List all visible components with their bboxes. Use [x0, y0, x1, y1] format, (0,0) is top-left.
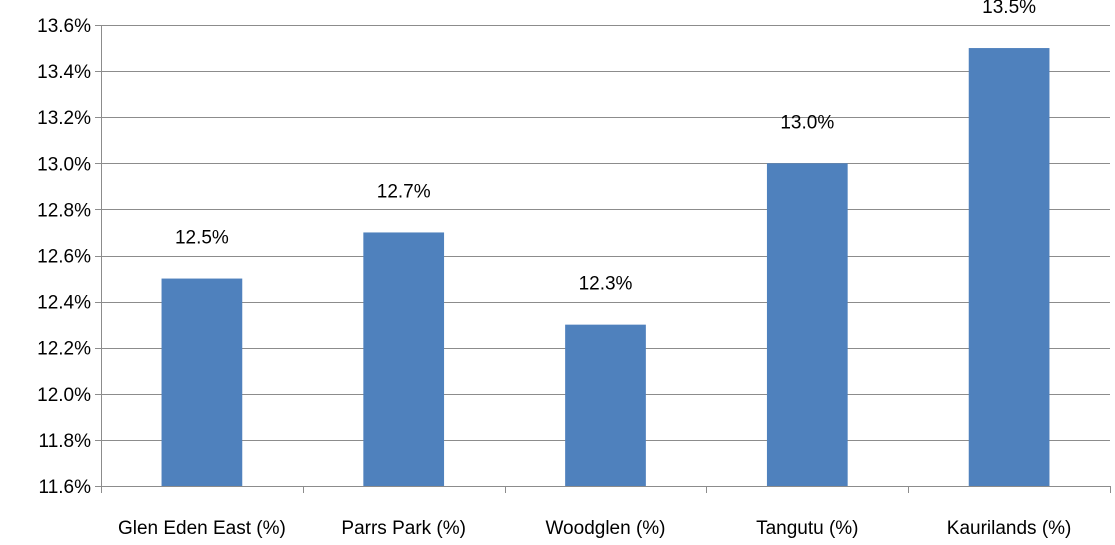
data-label: 12.5% — [175, 228, 229, 249]
data-label: 13.5% — [982, 0, 1036, 18]
x-tick-label: Glen Eden East (%) — [118, 518, 286, 539]
data-label: 13.0% — [780, 112, 834, 133]
x-tick-label: Parrs Park (%) — [341, 518, 466, 539]
data-label: 12.7% — [377, 181, 431, 202]
y-tick-label: 13.2% — [37, 108, 91, 129]
x-tick-label: Kaurilands (%) — [947, 518, 1072, 539]
bar — [565, 325, 646, 486]
bars — [162, 48, 1050, 486]
y-tick-label: 12.2% — [37, 339, 91, 360]
data-label: 12.3% — [579, 274, 633, 295]
bar — [363, 232, 444, 486]
y-tick-label: 12.4% — [37, 293, 91, 314]
y-tick-label: 12.0% — [37, 385, 91, 406]
y-tick-label: 11.8% — [39, 431, 92, 452]
y-tick-label: 13.6% — [37, 16, 91, 37]
bar — [162, 279, 243, 486]
x-tick-label: Woodglen (%) — [545, 518, 665, 539]
y-tick-label: 13.4% — [37, 62, 91, 83]
bar — [969, 48, 1050, 486]
y-tick-label: 12.8% — [37, 200, 91, 221]
bar — [767, 163, 848, 486]
y-tick-label: 11.6% — [39, 477, 92, 498]
x-tick-label: Tangutu (%) — [756, 518, 858, 539]
y-tick-label: 12.6% — [37, 247, 91, 268]
y-tick-label: 13.0% — [37, 154, 91, 175]
